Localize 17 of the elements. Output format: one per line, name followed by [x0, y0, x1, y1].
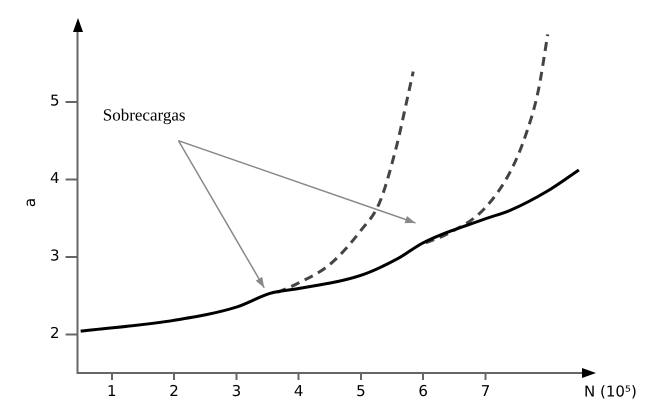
x-tick-label: 6	[418, 382, 428, 400]
y-tick-label: 2	[50, 324, 60, 342]
x-tick-label: 4	[294, 382, 304, 400]
line-series	[79, 168, 580, 333]
x-axis-title: N (10⁵)	[584, 382, 637, 400]
x-tick-label: 7	[480, 382, 490, 400]
y-axis-title: a	[20, 198, 39, 208]
annotation: Sobrecargas	[102, 106, 186, 125]
y-tick-label: 3	[50, 246, 60, 265]
y-tick-label: 4	[50, 169, 60, 188]
x-tick-label: 2	[169, 382, 179, 400]
line-series	[424, 32, 550, 244]
x-tick-label: 5	[356, 382, 366, 400]
y-tick-label: 5	[50, 92, 60, 110]
x-tick-label: 1	[107, 382, 117, 400]
line-series	[276, 70, 415, 294]
x-tick-label: 3	[232, 382, 242, 400]
